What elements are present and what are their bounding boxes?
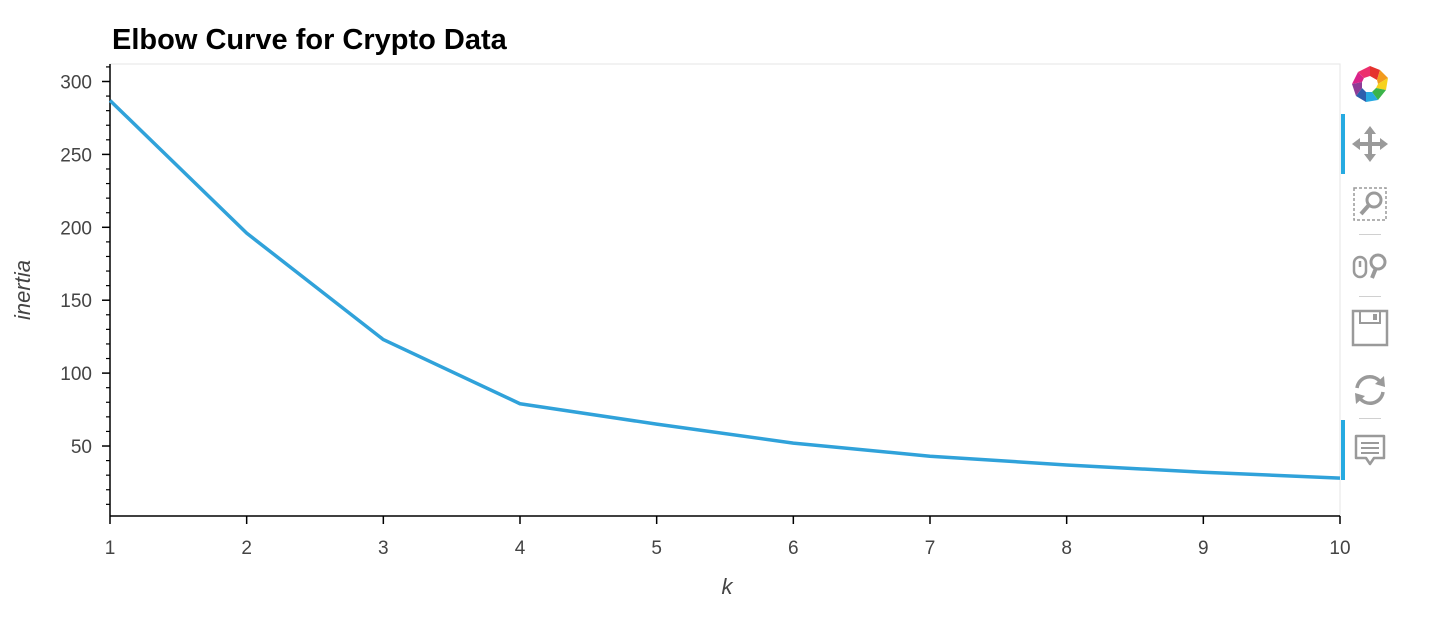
x-tick-label: 7: [925, 538, 936, 559]
y-tick-label: 50: [71, 437, 92, 458]
x-tick-label: 4: [515, 538, 526, 559]
x-tick-label: 8: [1061, 538, 1072, 559]
data-point: [1065, 463, 1069, 467]
y-tick-label: 200: [60, 218, 92, 239]
plot-frame: [109, 63, 1341, 517]
x-tick-label: 10: [1329, 538, 1350, 559]
y-tick-label: 150: [60, 291, 92, 312]
data-point: [1201, 470, 1205, 474]
x-tick-label: 3: [378, 538, 389, 559]
bokeh-logo-icon[interactable]: [1350, 64, 1390, 104]
toolbar-divider: [1359, 418, 1381, 419]
x-tick-labels: 1 2 3 4 5 6 7 8 9 10: [105, 538, 1351, 559]
y-tick-label: 300: [60, 72, 92, 93]
x-tick-label: 9: [1198, 538, 1209, 559]
pan-active-indicator: [1341, 114, 1345, 174]
wheel-zoom-icon[interactable]: [1350, 246, 1390, 286]
x-axis-label: k: [722, 574, 734, 599]
box-zoom-icon[interactable]: [1350, 184, 1390, 224]
y-axis-label: inertia: [10, 260, 35, 320]
chart-title: Elbow Curve for Crypto Data: [112, 24, 508, 56]
x-tick-label: 2: [241, 538, 252, 559]
reset-icon[interactable]: [1350, 370, 1390, 410]
inertia-points: [108, 98, 1342, 480]
x-tick-label: 1: [105, 538, 116, 559]
pan-icon[interactable]: [1350, 124, 1390, 164]
data-point: [108, 98, 112, 102]
inertia-line: [108, 99, 1341, 480]
bokeh-toolbar: [1340, 60, 1400, 480]
data-point: [655, 422, 659, 426]
hover-icon[interactable]: [1350, 430, 1390, 470]
save-icon[interactable]: [1350, 308, 1390, 348]
x-ticks: [109, 516, 1341, 524]
data-point: [245, 231, 249, 235]
y-tick-label: 250: [60, 145, 92, 166]
x-tick-label: 6: [788, 538, 799, 559]
x-tick-label: 5: [651, 538, 662, 559]
data-point: [518, 402, 522, 406]
hover-active-indicator: [1341, 420, 1345, 480]
data-point: [381, 338, 385, 342]
y-major-ticks: [102, 80, 110, 447]
toolbar-divider: [1359, 234, 1381, 235]
data-point: [791, 441, 795, 445]
data-point: [928, 454, 932, 458]
y-tick-label: 100: [60, 364, 92, 385]
y-tick-labels: 50 100 150 200 250 300: [60, 72, 92, 458]
toolbar-divider: [1359, 296, 1381, 297]
